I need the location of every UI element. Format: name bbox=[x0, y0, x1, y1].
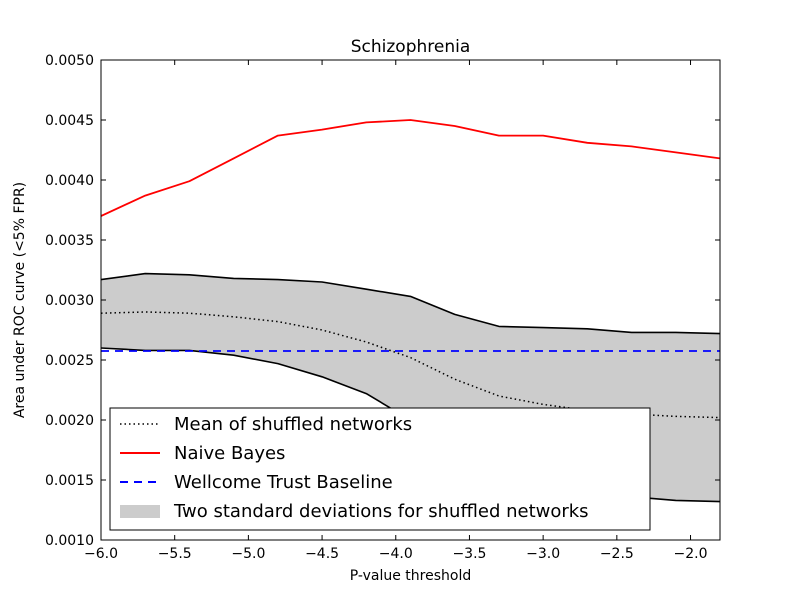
legend: Mean of shuffled networks Naive Bayes We… bbox=[109, 407, 651, 531]
x-tick-label: −4.0 bbox=[379, 546, 413, 562]
y-tick-label: 0.0015 bbox=[45, 473, 94, 489]
legend-entry-naive-bayes: Naive Bayes bbox=[174, 443, 285, 464]
y-axis-label: Area under ROC curve (<5% FPR) bbox=[12, 182, 28, 418]
chart-title: Schizophrenia bbox=[351, 37, 471, 57]
y-tick-label: 0.0045 bbox=[45, 113, 94, 129]
x-tick-label: −4.5 bbox=[305, 546, 339, 562]
y-tick-label: 0.0030 bbox=[45, 293, 94, 309]
y-tick-label: 0.0010 bbox=[45, 533, 94, 549]
legend-entry-band: Two standard deviations for shuffled net… bbox=[173, 501, 589, 522]
axis-ticks: −6.0 −5.5 −5.0 −4.5 −4.0 −3.5 −3.0 −2.5 −2.0 0.00… bbox=[45, 53, 720, 562]
series-line-1 bbox=[101, 119, 720, 217]
legend-entry-mean: Mean of shuffled networks bbox=[174, 414, 412, 435]
legend-entry-baseline: Wellcome Trust Baseline bbox=[174, 472, 393, 493]
legend-swatch-band bbox=[120, 505, 160, 518]
y-tick-label: 0.0035 bbox=[45, 233, 94, 249]
x-tick-label: −3.0 bbox=[526, 546, 560, 562]
y-tick-label: 0.0040 bbox=[45, 173, 94, 189]
x-tick-label: −3.5 bbox=[452, 546, 486, 562]
legend-box bbox=[109, 407, 651, 531]
y-tick-label: 0.0050 bbox=[45, 53, 94, 69]
x-tick-label: −2.0 bbox=[674, 546, 708, 562]
series-line-0 bbox=[101, 311, 720, 419]
x-tick-label: −2.5 bbox=[600, 546, 634, 562]
y-tick-label: 0.0025 bbox=[45, 353, 94, 369]
x-tick-label: −6.0 bbox=[84, 546, 118, 562]
y-tick-label: 0.0020 bbox=[45, 413, 94, 429]
plot-frame bbox=[100, 59, 721, 541]
x-tick-label: −5.5 bbox=[158, 546, 192, 562]
band-upper-line bbox=[101, 272, 720, 335]
x-tick-label: −5.0 bbox=[231, 546, 265, 562]
x-axis-label: P-value threshold bbox=[350, 568, 471, 584]
